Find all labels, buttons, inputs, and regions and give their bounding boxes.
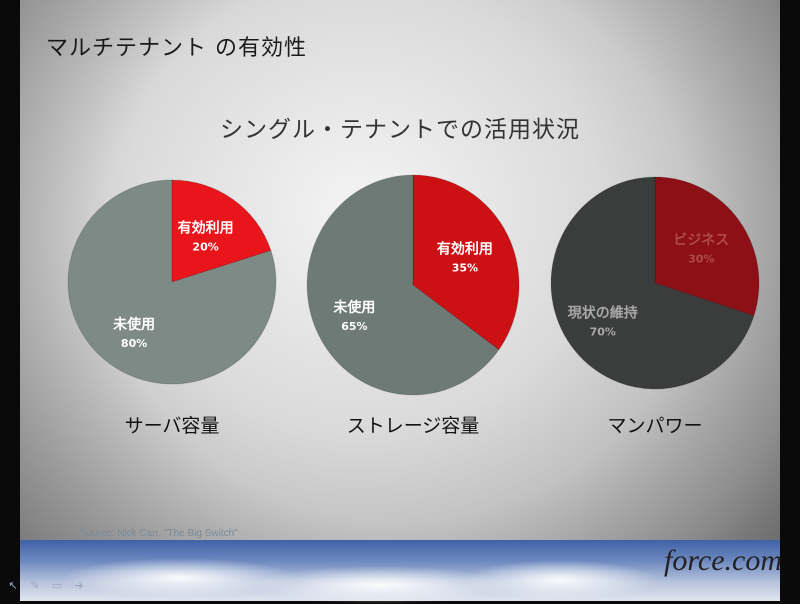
pie-1-slice-1-value: 65% xyxy=(341,320,367,333)
pie-0-slice-0 xyxy=(171,179,272,283)
pie-0-slice-1-value: 80% xyxy=(121,337,147,350)
pie-1-label: ストレージ容量 xyxy=(347,415,480,437)
slide-title: マルチテナント の有効性 xyxy=(46,36,307,61)
pie-0-slice-0-value: 20% xyxy=(192,241,218,254)
pie-0-slice-0-name: 有効利用 xyxy=(178,220,234,237)
pie-1-slice-1-name: 未使用 xyxy=(333,299,375,316)
pen-icon[interactable]: ✎ xyxy=(30,579,40,592)
screen-icon[interactable]: ▭ xyxy=(51,579,63,592)
chart-title: シングル・テナントでの活用状況 xyxy=(220,117,580,143)
pie-1-slice-0-name: 有効利用 xyxy=(437,241,493,258)
pie-2-label: マンパワー xyxy=(607,415,702,437)
pie-2-slice-0 xyxy=(654,176,760,317)
presentation-toolbar: ↖ ✎ ▭ ➜ xyxy=(6,580,86,592)
pie-1-slice-0-value: 35% xyxy=(452,262,478,275)
pie-2-slice-1 xyxy=(550,176,755,390)
pie-0-slice-1 xyxy=(67,179,277,385)
pie-2-slice-0-name: ビジネス xyxy=(673,233,729,249)
pie-1-slice-1 xyxy=(306,174,500,396)
sky-footer xyxy=(20,540,780,604)
pie-2-slice-1-value: 70% xyxy=(590,326,616,339)
source-note: Source: Nick Carr, "The Big Switch" xyxy=(80,528,238,539)
pie-2-slice-1-name: 現状の維持 xyxy=(568,305,638,322)
pie-0-label: サーバ容量 xyxy=(125,415,220,437)
pie-2-slice-0-value: 30% xyxy=(688,253,714,266)
next-icon[interactable]: ➜ xyxy=(74,579,84,592)
pie-1-slice-0 xyxy=(412,174,520,351)
arrow-icon[interactable]: ↖ xyxy=(8,579,18,592)
pie-0-slice-1-name: 未使用 xyxy=(113,316,155,333)
force-logo: force.com xyxy=(663,544,782,577)
